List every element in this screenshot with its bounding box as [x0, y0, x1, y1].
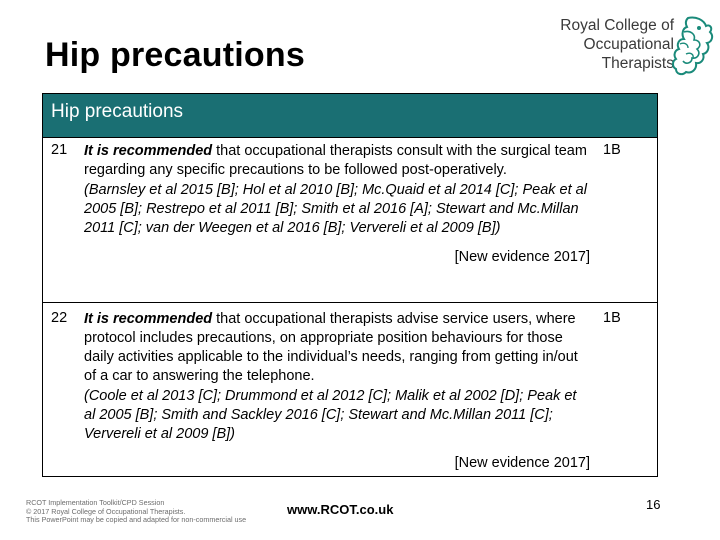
references: (Coole et al 2013 [C]; Drummond et al 20…: [84, 388, 577, 442]
recommendation-grade: 1B: [603, 310, 621, 326]
recommendation-body: that occupational therapists advise serv…: [84, 311, 578, 384]
rcot-crest-icon: [672, 16, 714, 76]
references: (Barnsley et al 2015 [B]; Hol et al 2010…: [84, 182, 587, 236]
slide-title: Hip precautions: [45, 36, 305, 74]
table-header-label: Hip precautions: [51, 101, 184, 122]
recommendation-number: 21: [51, 142, 68, 158]
footer-line: © 2017 Royal College of Occupational The…: [26, 506, 186, 516]
row-divider: [43, 302, 657, 303]
recommendation-emphasis: It is recommended: [84, 143, 213, 159]
evidence-note: [New evidence 2017]: [454, 249, 590, 265]
recommendation-emphasis: It is recommended: [84, 311, 213, 327]
footer-url[interactable]: www.RCOT.co.uk: [287, 502, 394, 517]
logo-line: Therapists: [601, 55, 674, 72]
footer-copyright: RCOT Implementation Toolkit/CPD Session …: [26, 498, 247, 525]
rcot-logo: Royal College of Occupational Therapists: [530, 14, 714, 78]
recommendation-number: 22: [51, 310, 68, 326]
table-header: Hip precautions: [43, 94, 657, 138]
page-number: 16: [646, 497, 661, 512]
recommendation-text: It is recommended that occupational ther…: [84, 310, 590, 473]
recommendation-text: It is recommended that occupational ther…: [84, 142, 590, 267]
logo-line: Royal College of: [560, 17, 674, 34]
recommendations-table: Hip precautions 21 It is recommended tha…: [42, 93, 658, 477]
logo-line: Occupational: [583, 36, 674, 53]
recommendation-body: that occupational therapists consult wit…: [84, 143, 587, 178]
footer-line: This PowerPoint may be copied and adapte…: [26, 515, 247, 525]
footer-line: RCOT Implementation Toolkit/CPD Session: [26, 498, 165, 507]
logo-text: Royal College of Occupational Therapists: [536, 16, 674, 73]
recommendation-grade: 1B: [603, 142, 621, 158]
evidence-note: [New evidence 2017]: [454, 455, 590, 471]
